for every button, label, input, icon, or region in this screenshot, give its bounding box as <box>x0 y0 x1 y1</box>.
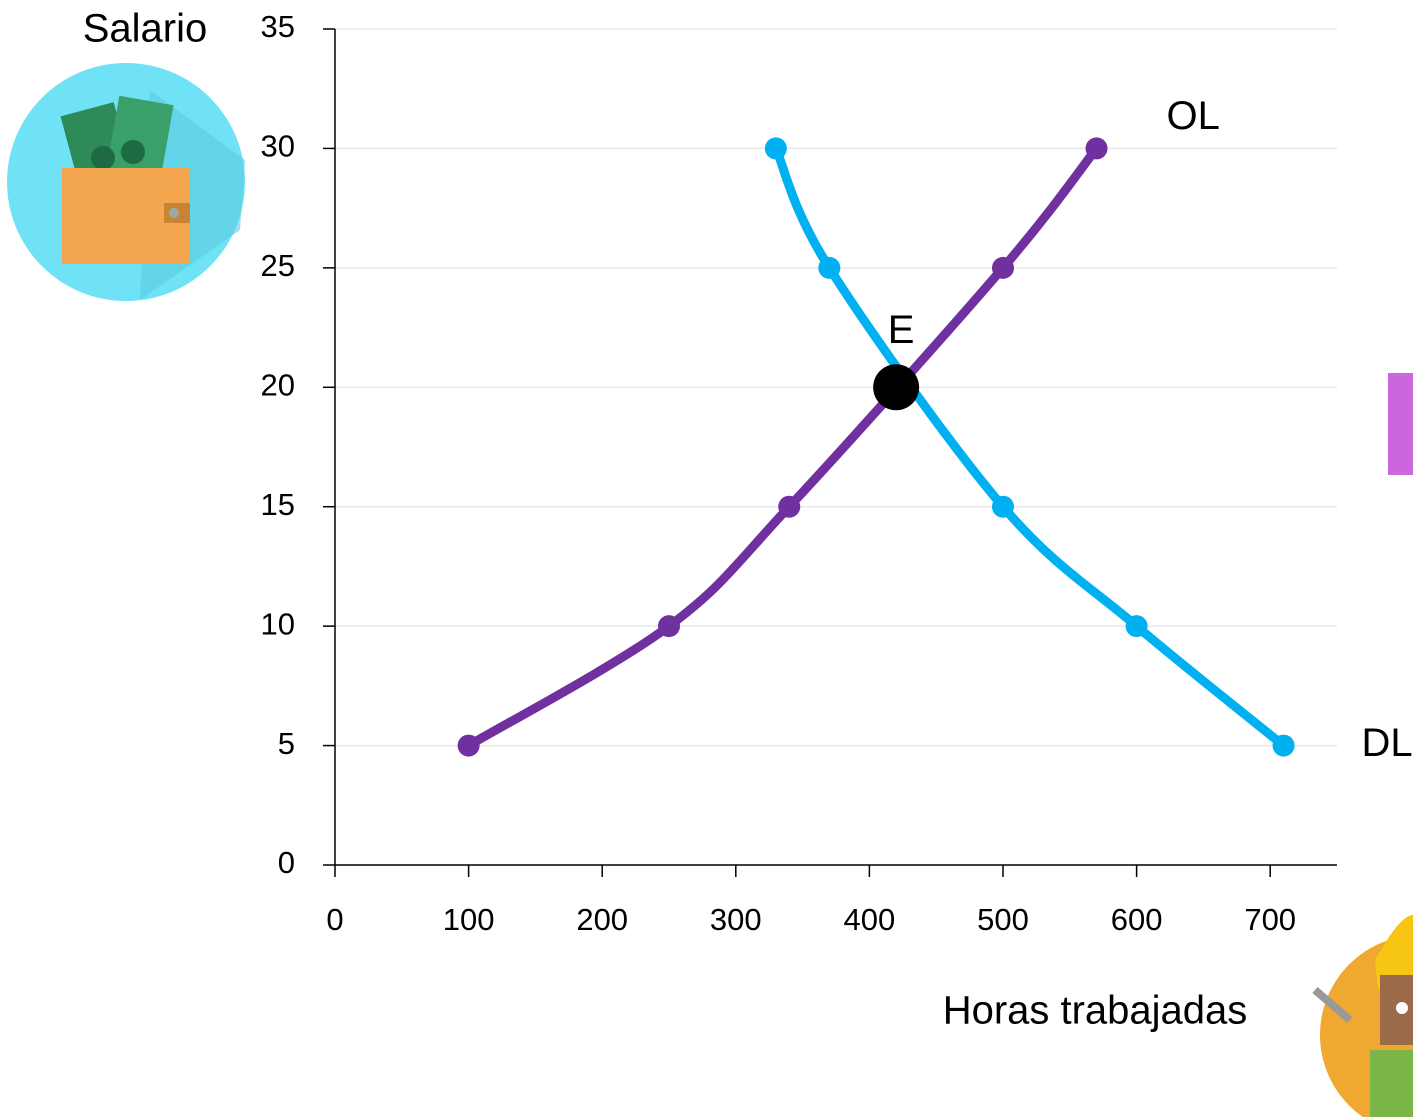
y-tick-label: 30 <box>261 129 295 164</box>
y-tick-label: 25 <box>261 248 295 283</box>
series-label: OL <box>1167 94 1220 138</box>
data-point <box>1272 734 1295 757</box>
y-tick-label: 15 <box>261 487 295 522</box>
data-point <box>818 256 841 279</box>
x-tick-label: 400 <box>844 902 896 937</box>
y-axis-label: Salario <box>83 7 208 51</box>
x-tick-label: 600 <box>1111 902 1163 937</box>
y-tick-label: 0 <box>278 845 295 880</box>
data-point <box>992 495 1014 518</box>
x-tick-label: 300 <box>710 902 762 937</box>
data-point <box>764 137 787 160</box>
equilibrium-label: E <box>888 308 915 352</box>
series-label: DL <box>1362 721 1413 765</box>
x-tick-label: 200 <box>576 902 628 937</box>
plot-area: 0 5 10 15 20 25 30 35 0 100 200 300 400 500 600 700 OL DL… <box>261 9 1413 937</box>
data-point <box>778 495 801 518</box>
y-tick-label: 10 <box>261 606 295 641</box>
data-point <box>658 615 680 638</box>
x-tick-label: 100 <box>443 902 495 937</box>
wallet-icon <box>7 63 245 301</box>
y-tick-label: 20 <box>261 367 295 402</box>
data-point <box>992 256 1014 279</box>
data-point <box>1125 615 1148 638</box>
x-tick-label: 500 <box>977 902 1029 937</box>
x-axis-label: Horas trabajadas <box>943 989 1248 1033</box>
side-tab <box>1388 373 1413 475</box>
data-point <box>1085 137 1108 160</box>
y-tick-label: 5 <box>278 726 295 761</box>
x-tick-label: 0 <box>326 902 343 937</box>
y-tick-label: 35 <box>261 9 295 44</box>
x-tick-label: 700 <box>1244 902 1296 937</box>
equilibrium-point <box>873 364 920 411</box>
data-point <box>457 734 480 757</box>
series-line <box>464 143 1102 751</box>
worker-icon <box>1312 915 1413 1117</box>
